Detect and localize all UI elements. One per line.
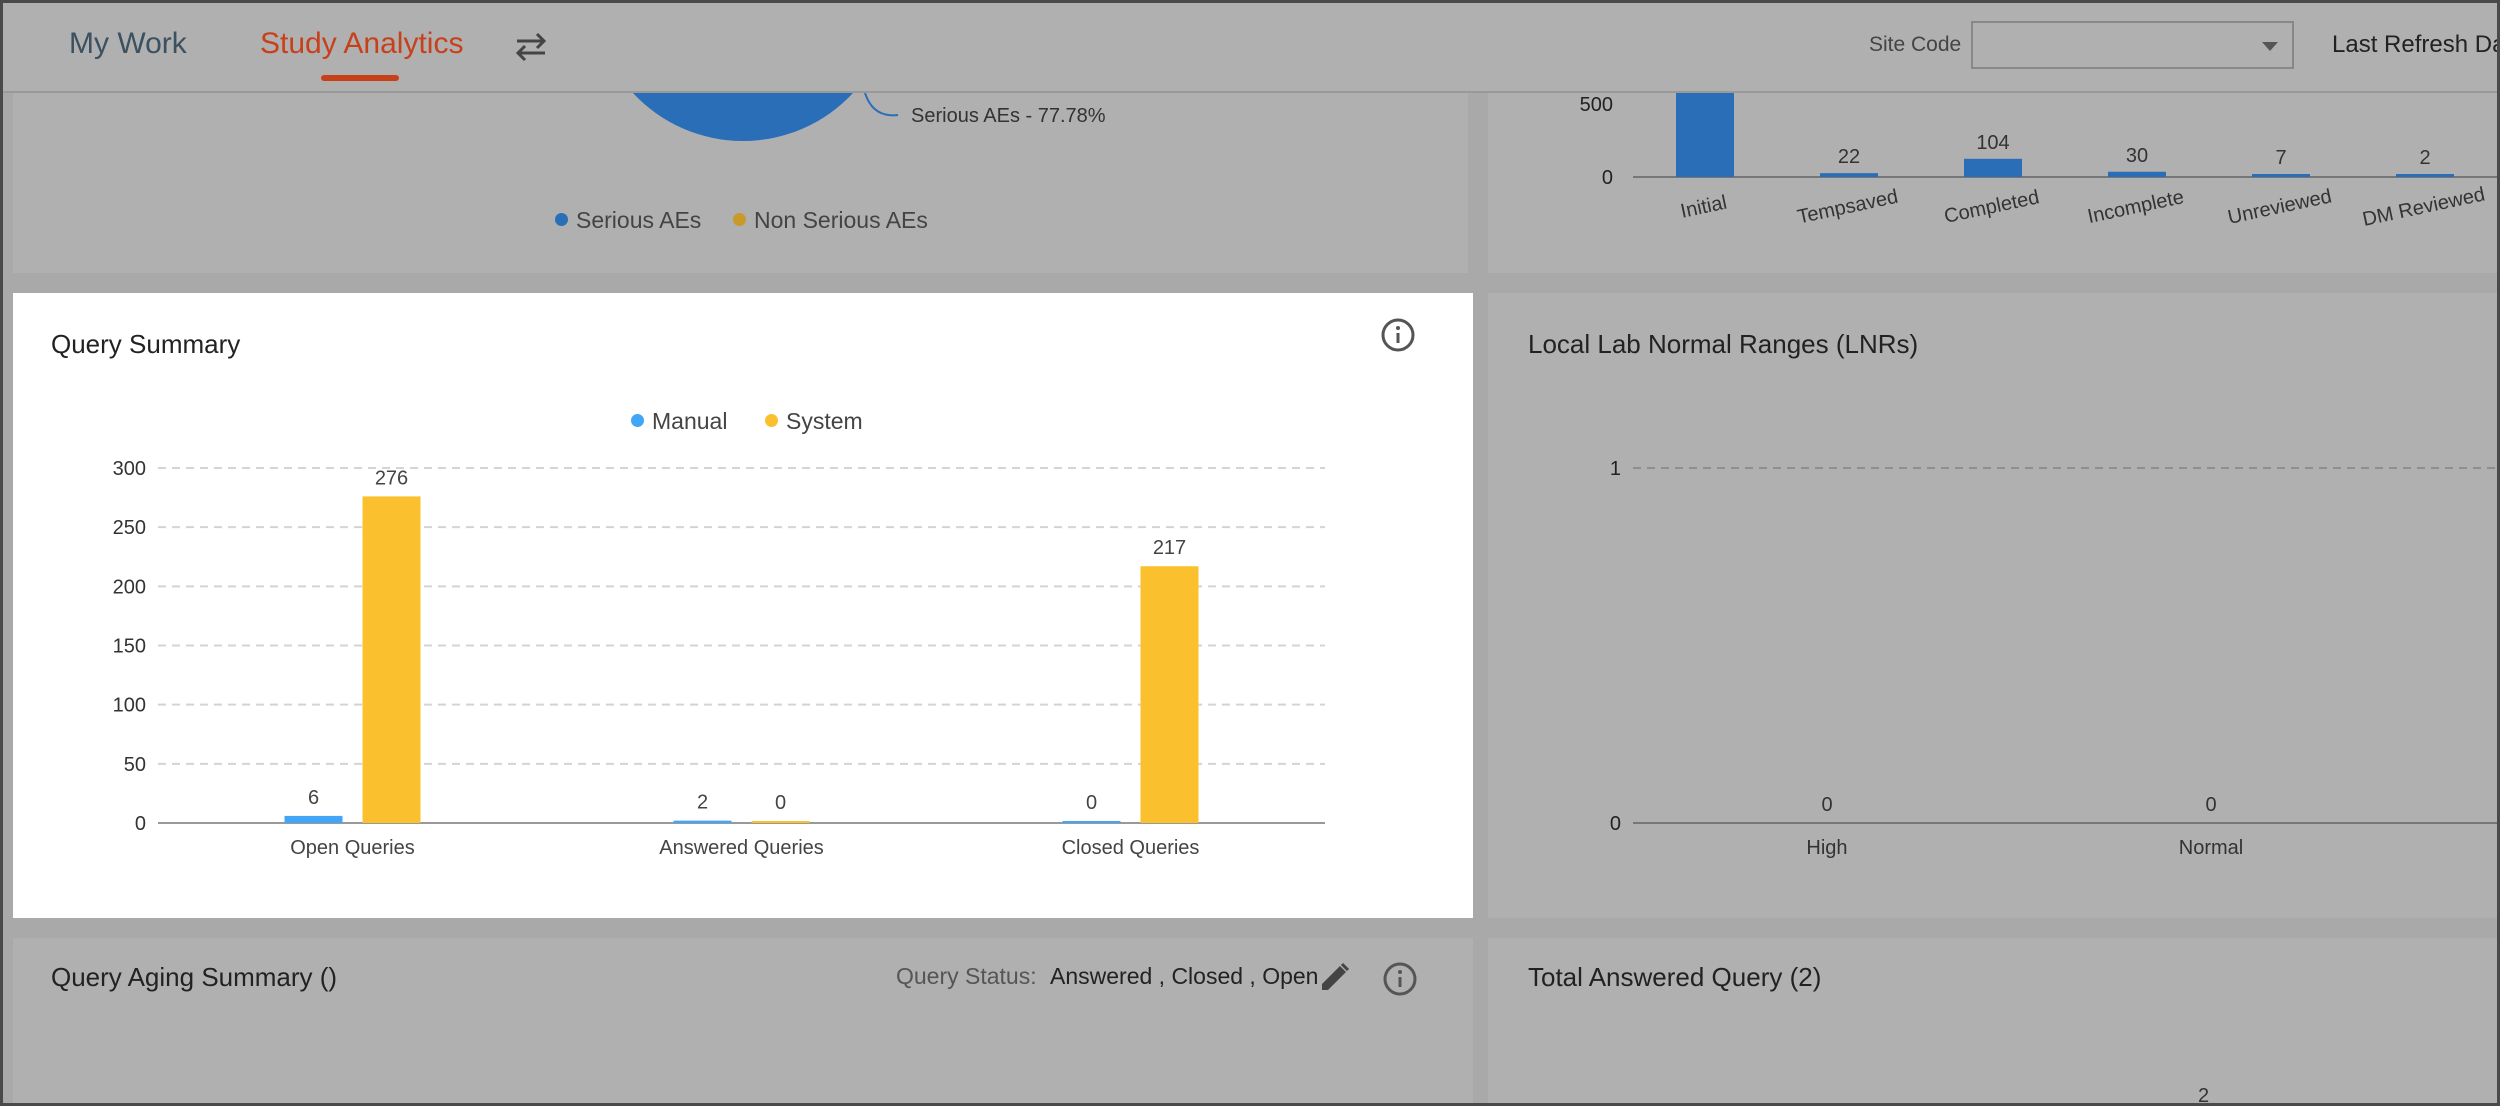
bar-manual <box>284 815 343 823</box>
query-aging-title: Query Aging Summary () <box>51 962 338 992</box>
status-bar <box>2108 171 2166 177</box>
total-answered-title: Total Answered Query (2) <box>1528 962 1822 992</box>
lnr-card: Local Lab Normal Ranges (LNRs) 0 1 High 0 No… <box>1488 293 2497 918</box>
serious-ae-pie-chart: Serious AEs - 77.78% <box>633 93 1106 142</box>
y-tick-label: 0 <box>1610 813 1621 835</box>
bar-system <box>751 821 810 823</box>
site-code-label: Site Code <box>1869 33 1962 56</box>
x-tick-label: Initial <box>1679 192 1729 223</box>
legend-item-non-serious-aes[interactable]: Non Serious AEs <box>733 207 928 234</box>
bar-manual <box>1062 821 1121 823</box>
form-status-card: 500 0 Initial 22 Tempsaved 104 Completed 30 Inco… <box>1488 93 2497 273</box>
x-tick-label: Tempsaved <box>1795 186 1900 229</box>
bar-system <box>1140 566 1199 823</box>
data-label: 2 <box>2419 147 2430 169</box>
status-bar <box>2252 174 2310 177</box>
legend-item-serious-aes[interactable]: Serious AEs <box>555 207 701 234</box>
site-code-select[interactable] <box>1971 21 2294 69</box>
status-bar <box>1964 158 2022 177</box>
bar-system <box>362 496 421 823</box>
query-summary-title: Query Summary <box>51 329 241 359</box>
total-answered-card: Total Answered Query (2) 2 <box>1488 938 2497 1106</box>
data-label: 22 <box>1838 146 1860 168</box>
legend-dot <box>765 414 778 428</box>
y-tick-label: 0 <box>1602 167 1613 189</box>
legend-dot <box>555 213 568 227</box>
chevron-down-icon <box>2262 42 2278 51</box>
status-bar <box>2396 174 2454 177</box>
query-status-value: Answered , Closed , Open <box>1050 963 1319 989</box>
legend-dot <box>733 213 746 227</box>
y-tick-label: 1 <box>1610 458 1621 480</box>
data-label: 7 <box>2275 147 2286 169</box>
x-tick-label: DM Reviewed <box>2361 183 2487 230</box>
legend-item-manual[interactable]: Manual <box>631 408 727 435</box>
lnr-bar-chart: 0 1 High 0 Normal 0 <box>1610 458 2497 859</box>
x-tick-label: Normal <box>2179 837 2243 859</box>
status-bar <box>1820 173 1878 177</box>
data-label: 2 <box>697 792 708 814</box>
last-refresh-label: Last Refresh Dat <box>2332 31 2500 58</box>
swap-arrows-icon[interactable] <box>511 29 551 65</box>
x-tick-label: Completed <box>1942 186 2041 228</box>
status-bar <box>1676 93 1734 177</box>
legend-label: Serious AEs <box>576 207 702 233</box>
x-tick-label: Closed Queries <box>1062 837 1200 859</box>
bar-manual <box>673 820 732 823</box>
y-tick-label: 100 <box>113 695 146 717</box>
data-label: 0 <box>775 792 786 814</box>
lnr-title: Local Lab Normal Ranges (LNRs) <box>1528 329 1919 359</box>
active-tab-indicator <box>321 75 399 81</box>
tab-my-work[interactable]: My Work <box>69 27 187 60</box>
data-label: 276 <box>375 467 408 489</box>
data-label: 0 <box>2205 794 2216 816</box>
legend-item-system[interactable]: System <box>765 408 863 435</box>
query-aging-card: Query Aging Summary () <box>13 938 1473 1103</box>
form-status-bar-chart: 500 0 Initial 22 Tempsaved 104 Completed 30 Inco… <box>1580 93 2497 231</box>
data-label: 104 <box>1976 132 2009 154</box>
y-tick-label: 150 <box>113 636 146 658</box>
y-tick-label: 250 <box>113 517 146 539</box>
x-tick-label: High <box>1806 837 1847 859</box>
y-tick-label: 500 <box>1580 94 1613 116</box>
pencil-icon[interactable] <box>1316 960 1352 996</box>
tab-study-analytics[interactable]: Study Analytics <box>260 27 464 60</box>
pie-slice-serious-aes <box>633 93 853 142</box>
info-icon[interactable] <box>1380 959 1420 999</box>
data-label: 0 <box>1086 792 1097 814</box>
x-tick-label: Open Queries <box>290 837 415 859</box>
pie-slice-label: Serious AEs - 77.78% <box>911 105 1106 127</box>
top-navigation-bar: My Work Study Analytics Site Code Last R… <box>3 3 2500 93</box>
query-summary-card: Query Summary Manual System 0 50 100 150 200… <box>13 293 1473 918</box>
x-tick-label: Answered Queries <box>659 837 824 859</box>
y-tick-label: 300 <box>113 458 146 480</box>
partial-data-label: 2 <box>2198 1085 2210 1106</box>
data-label: 6 <box>308 787 319 809</box>
query-status-label: Query Status: <box>896 963 1037 989</box>
pie-label-leader-line <box>864 93 899 117</box>
info-icon[interactable] <box>1378 315 1418 355</box>
y-tick-label: 200 <box>113 576 146 598</box>
data-label: 217 <box>1153 537 1186 559</box>
legend-dot <box>631 414 644 428</box>
legend-label: Manual <box>652 408 728 434</box>
data-label: 0 <box>1821 794 1832 816</box>
serious-ae-card: Serious AEs - 77.78% Serious AEs Non Ser… <box>13 93 1468 273</box>
x-tick-label: Incomplete <box>2086 186 2186 228</box>
legend-label: Non Serious AEs <box>754 207 928 233</box>
x-tick-label: Unreviewed <box>2226 185 2334 228</box>
legend-label: System <box>786 408 863 434</box>
data-label: 30 <box>2126 145 2148 167</box>
y-tick-label: 50 <box>124 754 146 776</box>
y-tick-label: 0 <box>135 813 146 835</box>
